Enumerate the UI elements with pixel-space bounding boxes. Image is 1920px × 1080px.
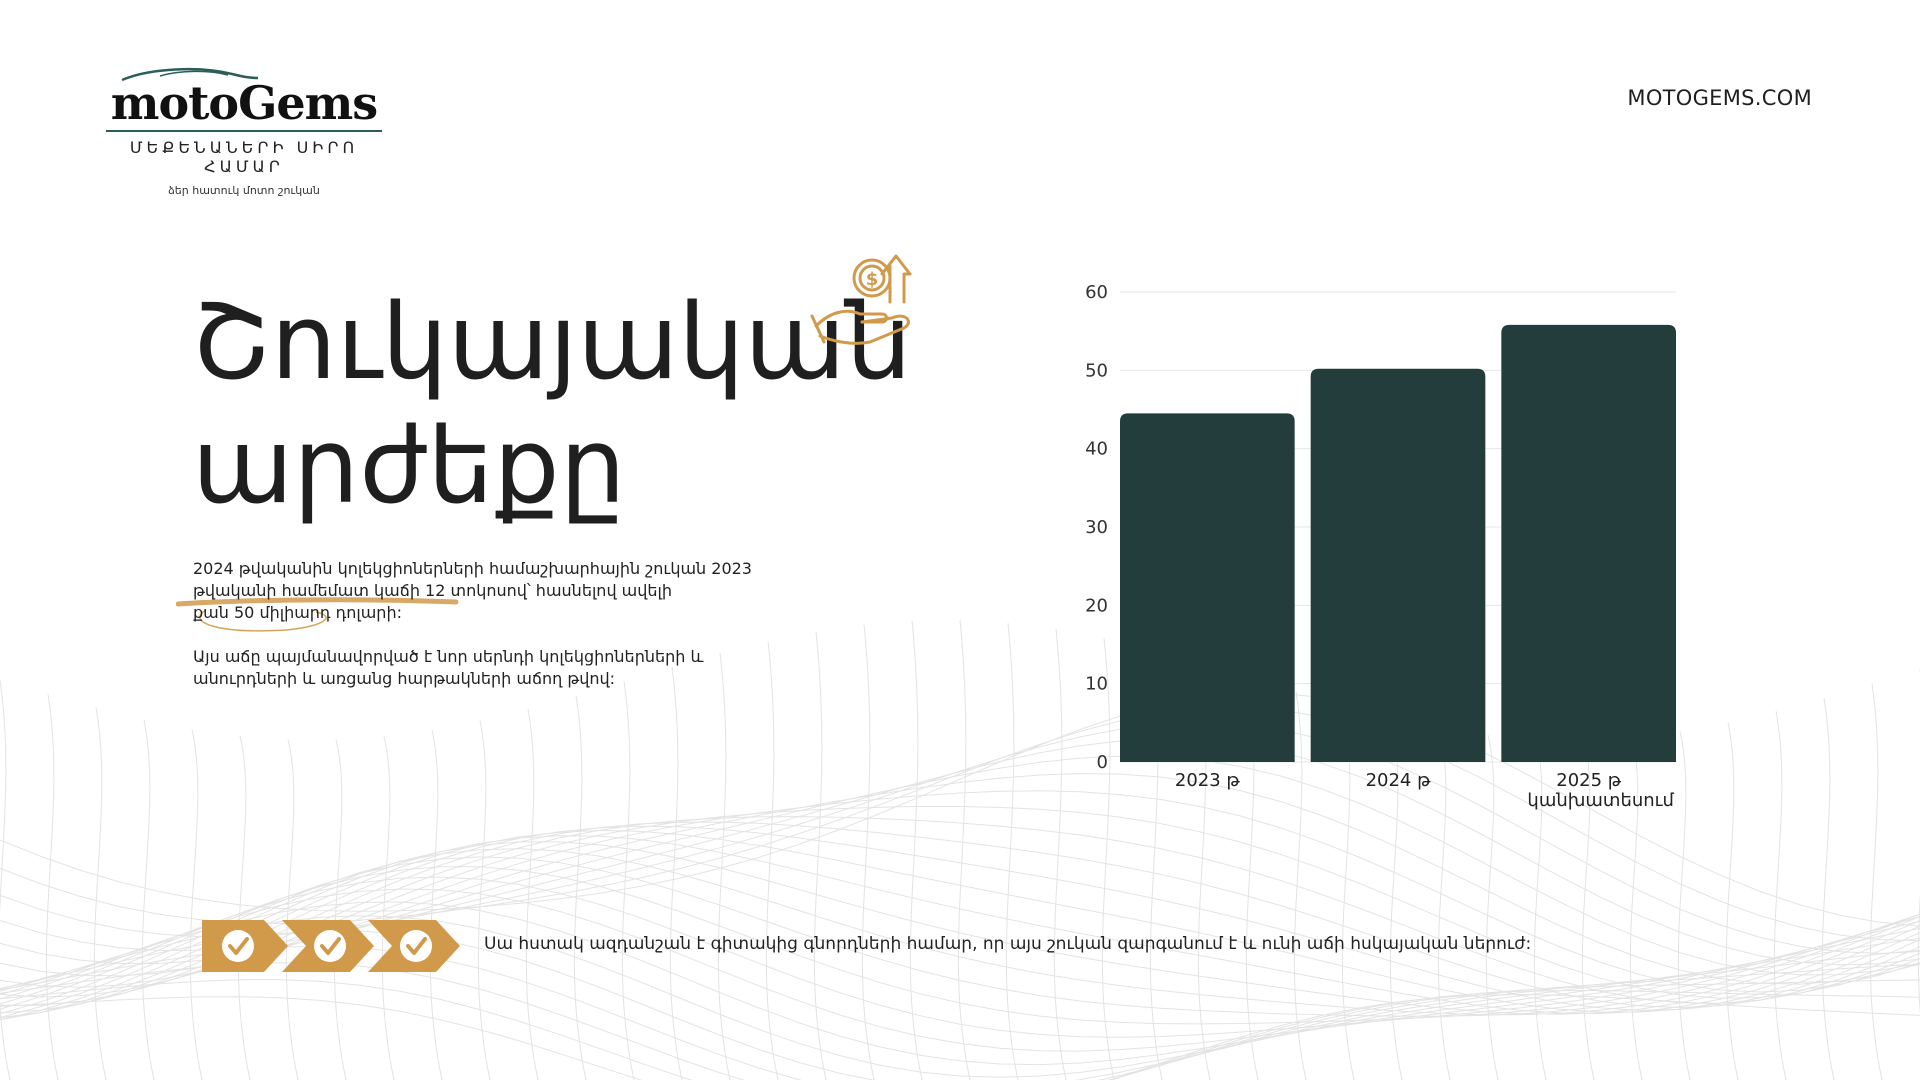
x-tick-label: 2025 թ [1556,770,1622,791]
paragraph-2-line-1: Այս աճը պայմանավորված է նոր սերնդի կոլեկ… [193,647,704,666]
page-title-line-2: արժեքը [192,405,626,527]
paragraph-1-line-1: 2024 թվականին կոլեկցիոներների համաշխարհա… [193,559,752,578]
site-url-link[interactable]: MOTOGEMS.COM [1627,86,1812,110]
y-tick-label: 30 [1085,517,1108,538]
y-tick-label: 0 [1097,752,1108,773]
bar-3 [1501,324,1676,762]
logo: motoGems ՄԵՔԵՆԱՆԵՐԻ ՍԻՐՈ ՀԱՄԱՐ ձեր հատու… [106,66,382,197]
x-tick-label: 2023 թ [1175,770,1241,791]
bar-2 [1310,368,1486,762]
bar-1 [1120,413,1295,762]
market-growth-paragraph: 2024 թվականին կոլեկցիոներների համաշխարհա… [193,558,753,624]
hand-money-growth-icon: $ [810,254,912,345]
growth-reason-paragraph: Այս աճը պայմանավորված է նոր սերնդի կոլեկ… [193,646,753,690]
car-swoosh-icon [121,67,259,82]
market-value-bar-chart: 0 10 20 30 40 50 60 2023 թ 2024 թ 2025 թկանխատեսո… [1085,282,1676,811]
y-tick-label: 10 [1085,674,1108,695]
market-signal-text: Սա հստակ ազդանշան է գիտակից գնորդների հա… [484,934,1532,954]
brush-stroke-underline [176,597,459,632]
paragraph-1-line-2: թվականի համեմատ կաճի 12 տոկոսով՝ հասնելո… [193,581,673,600]
x-tick-label: 2024 թ [1366,770,1432,791]
brand-name: motoGems [110,76,378,130]
y-tick-label: 60 [1085,282,1108,303]
x-tick-label: կանխատեսում [1527,790,1674,811]
check-circle-icon [222,930,254,962]
logo-divider [106,130,382,132]
y-tick-label: 20 [1085,595,1108,616]
y-tick-label: 40 [1085,439,1108,460]
check-circle-icon [400,930,432,962]
brand-subtagline: ձեր հատուկ մոտո շուկան [168,184,320,197]
y-tick-label: 50 [1085,360,1108,381]
svg-text:$: $ [866,269,879,290]
paragraph-2-line-2: անուրդների և առցանց հարթակների աճող թվով… [193,669,616,688]
check-circle-icon [314,930,346,962]
page-title-line-1: Շուկայական [192,281,912,403]
checkmark-arrows [202,920,460,972]
brand-tagline: ՄԵՔԵՆԱՆԵՐԻ ՍԻՐՈ ՀԱՄԱՐ [129,138,359,176]
page-title: Շուկայական արժեքը [192,280,912,528]
paragraph-1-line-3: քան 50 միլիարդ դոլարի: [193,603,402,622]
